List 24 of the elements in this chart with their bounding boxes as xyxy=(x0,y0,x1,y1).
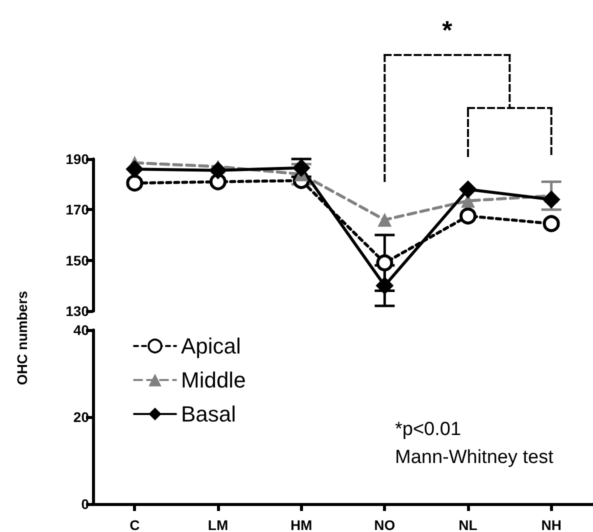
point xyxy=(542,190,560,209)
point xyxy=(460,208,476,224)
y-axis-title: OHC numbers xyxy=(14,290,30,386)
x-tick-label: HM xyxy=(290,517,312,532)
point xyxy=(542,215,560,232)
annotation: Mann-Whitney test xyxy=(395,447,554,468)
legend-label: Apical xyxy=(181,334,241,358)
point xyxy=(126,160,144,178)
legend-label: Middle xyxy=(181,368,246,392)
x-tick-label: NL xyxy=(458,517,478,532)
point xyxy=(376,254,394,272)
point xyxy=(209,161,227,180)
legend-label: Basal xyxy=(181,402,236,426)
annotation: *p<0.01 xyxy=(395,419,462,440)
point xyxy=(376,276,394,295)
point xyxy=(378,212,392,227)
x-tick-label: LM xyxy=(208,517,228,532)
point xyxy=(126,174,144,192)
point xyxy=(459,180,477,198)
x-tick-label: NO xyxy=(374,517,396,532)
point xyxy=(210,173,226,190)
x-tick-label: NH xyxy=(541,517,562,532)
x-tick-label: C xyxy=(130,517,140,532)
text: * xyxy=(442,15,454,45)
